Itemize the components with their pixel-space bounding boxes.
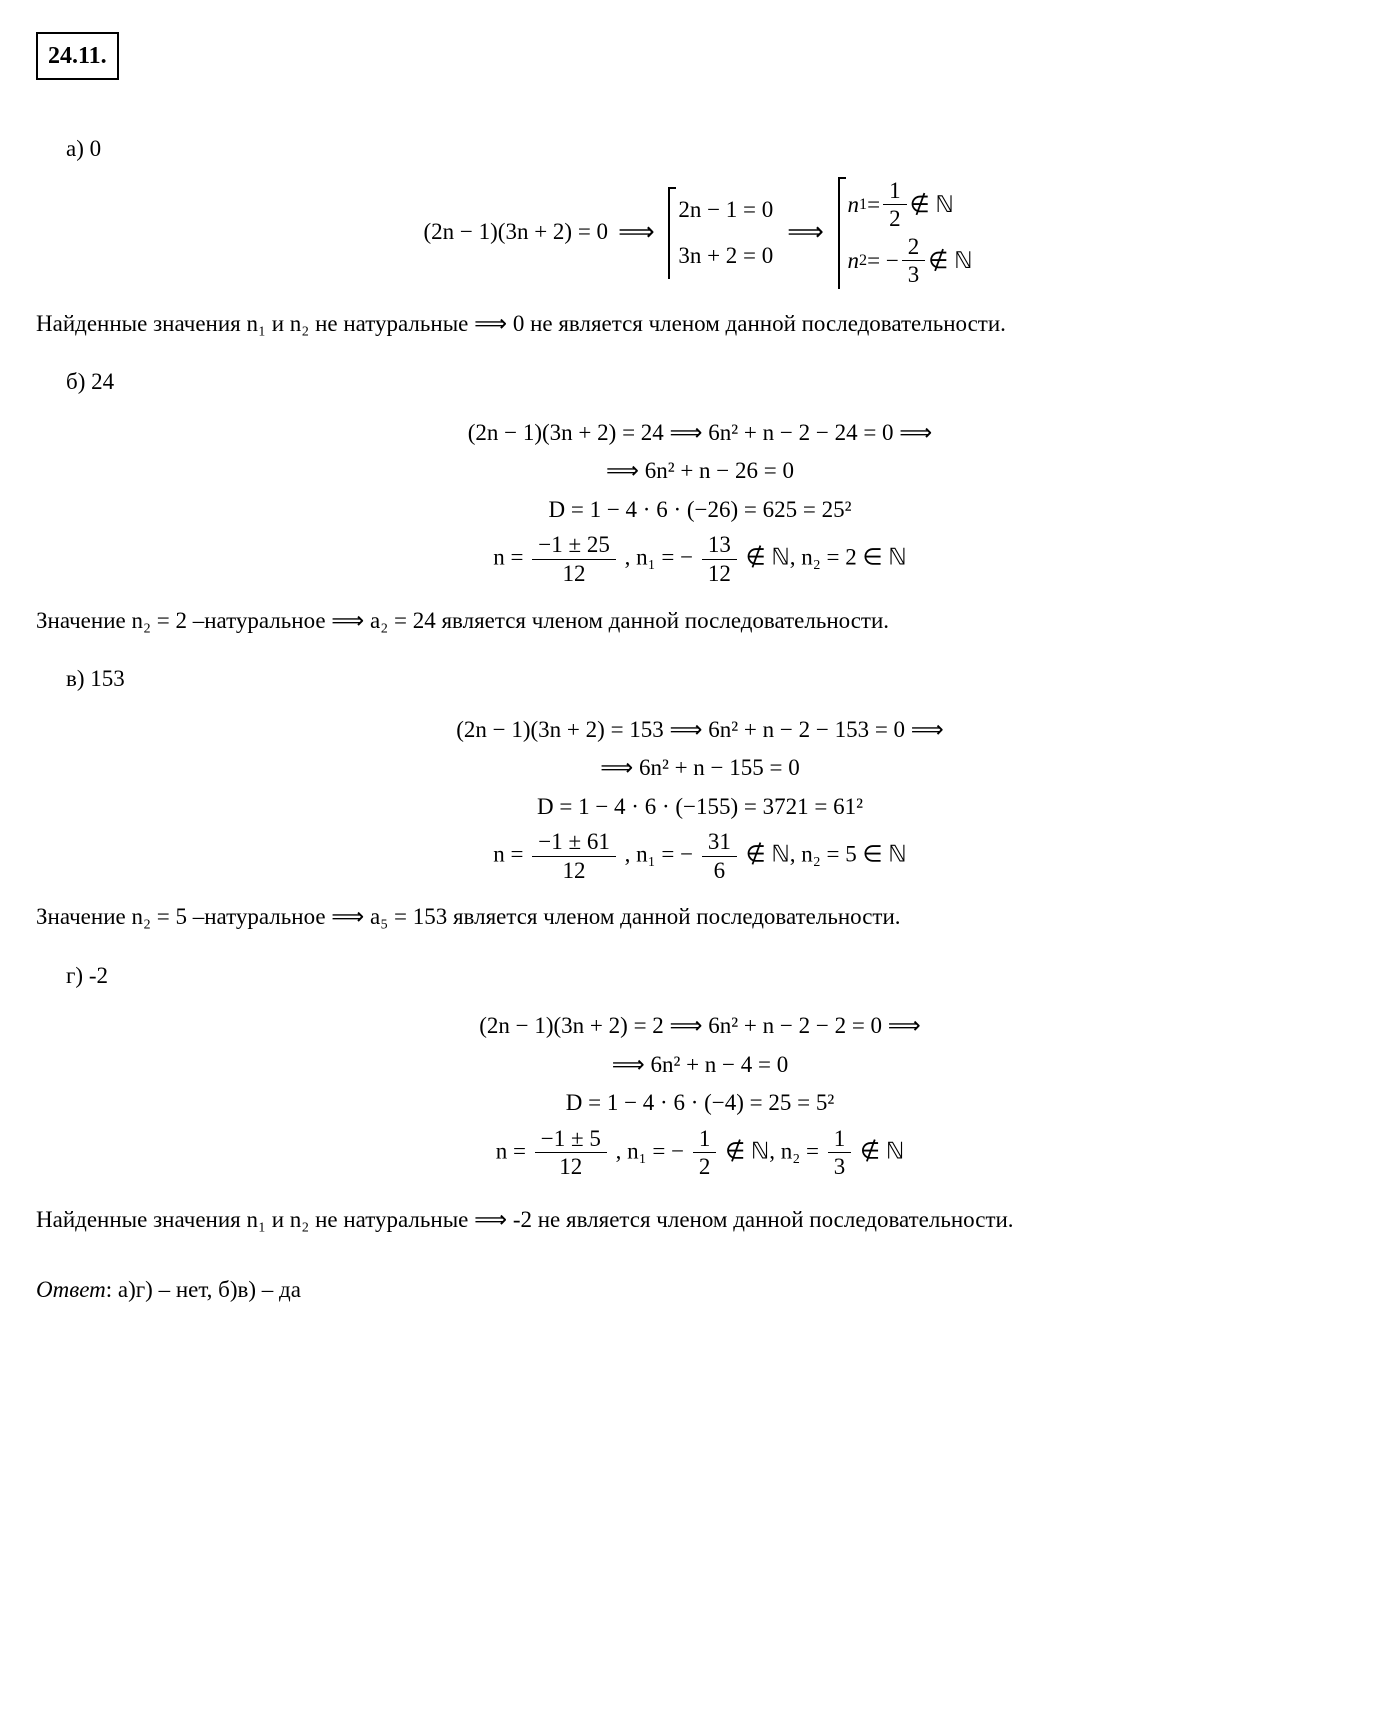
solution-1: n1 = 12 ∉ ℕ (848, 177, 954, 233)
sub1: 1 (859, 189, 867, 221)
part-b-explanation: Значение n₂ = 2 –натуральное ⟹ a₂ = 24 я… (36, 604, 1364, 639)
part-a-equation: (2n − 1)(3n + 2) = 0 ⟹ 2n − 1 = 0 3n + 2… (36, 177, 1364, 289)
solution-2: n2 = − 23 ∉ ℕ (848, 233, 973, 289)
part-b-math: (2n − 1)(3n + 2) = 24 ⟹ 6n² + n − 2 − 24… (36, 416, 1364, 588)
part-d-explanation: Найденные значения n₁ и n₂ не натуральны… (36, 1203, 1364, 1238)
lhs-expression: (2n − 1)(3n + 2) = 0 (424, 215, 609, 250)
system1-eq1: 2n − 1 = 0 (678, 187, 773, 233)
implies-symbol: ⟹ (618, 214, 654, 252)
var-n2: n (848, 238, 860, 284)
frac-den: 6 (702, 857, 737, 885)
part-a-explanation: Найденные значения n₁ и n₂ не натуральны… (36, 307, 1364, 342)
part-d-math: (2n − 1)(3n + 2) = 2 ⟹ 6n² + n − 2 − 2 =… (36, 1009, 1364, 1181)
mid-text: , n₁ = − (625, 841, 693, 866)
frac-den: 3 (902, 261, 926, 289)
problem-number: 24.11. (36, 32, 119, 80)
mid-text: , n₁ = − (625, 545, 693, 570)
part-c-explanation: Значение n₂ = 5 –натуральное ⟹ a₅ = 153 … (36, 900, 1364, 935)
part-d-label: г) -2 (66, 959, 1364, 994)
frac-den: 12 (535, 1153, 607, 1181)
math-line-c1: (2n − 1)(3n + 2) = 153 ⟹ 6n² + n − 2 − 1… (36, 713, 1364, 748)
frac-num: 1 (693, 1125, 717, 1154)
prefix: n = (496, 1138, 532, 1163)
frac-num: 31 (702, 828, 737, 857)
math-line-d1: (2n − 1)(3n + 2) = 2 ⟹ 6n² + n − 2 − 2 =… (36, 1009, 1364, 1044)
notin-N: ∉ ℕ (928, 238, 972, 284)
prefix: n = (493, 841, 529, 866)
part-c-math: (2n − 1)(3n + 2) = 153 ⟹ 6n² + n − 2 − 1… (36, 713, 1364, 885)
mid-text-2: ∉ ℕ, n₂ = (725, 1138, 825, 1163)
notin-N: ∉ ℕ (910, 182, 954, 228)
math-line-b1: (2n − 1)(3n + 2) = 24 ⟹ 6n² + n − 2 − 24… (36, 416, 1364, 451)
math-line-c3: D = 1 − 4 · 6 · (−155) = 3721 = 61² (36, 790, 1364, 825)
var-n1: n (848, 182, 860, 228)
suffix: ∉ ℕ, n₂ = 5 ∈ ℕ (746, 841, 907, 866)
math-line-b2: ⟹ 6n² + n − 26 = 0 (36, 454, 1364, 489)
implies-symbol: ⟹ (787, 214, 823, 252)
frac-num: 1 (828, 1125, 852, 1154)
equation-system-2: n1 = 12 ∉ ℕ n2 = − 23 ∉ ℕ (838, 177, 973, 289)
frac-num: −1 ± 5 (535, 1125, 607, 1154)
frac-num: 2 (902, 233, 926, 262)
answer-text: : а)г) – нет, б)в) – да (106, 1277, 301, 1302)
answer-label: Ответ (36, 1277, 106, 1302)
suffix: ∉ ℕ (860, 1138, 904, 1163)
frac-den: 2 (883, 205, 907, 233)
frac-den: 12 (532, 560, 616, 588)
system1-eq2: 3n + 2 = 0 (678, 233, 773, 279)
final-answer: Ответ: а)г) – нет, б)в) – да (36, 1273, 1364, 1308)
math-line-b3: D = 1 − 4 · 6 · (−26) = 625 = 25² (36, 493, 1364, 528)
part-b-label: б) 24 (66, 365, 1364, 400)
eq-sign: = − (867, 238, 899, 284)
frac-den: 3 (828, 1153, 852, 1181)
prefix: n = (493, 545, 529, 570)
suffix: ∉ ℕ, n₂ = 2 ∈ ℕ (746, 545, 907, 570)
math-line-d2: ⟹ 6n² + n − 4 = 0 (36, 1048, 1364, 1083)
math-line-d4: n = −1 ± 512 , n₁ = − 12 ∉ ℕ, n₂ = 13 ∉ … (36, 1125, 1364, 1181)
part-a-label: а) 0 (66, 132, 1364, 167)
eq-sign: = (867, 182, 880, 228)
frac-num: 1 (883, 177, 907, 206)
sub2: 2 (859, 245, 867, 277)
frac-num: −1 ± 61 (532, 828, 616, 857)
frac-den: 12 (702, 560, 737, 588)
frac-num: −1 ± 25 (532, 531, 616, 560)
equation-system-1: 2n − 1 = 0 3n + 2 = 0 (668, 187, 773, 279)
part-c-label: в) 153 (66, 662, 1364, 697)
math-line-c4: n = −1 ± 6112 , n₁ = − 316 ∉ ℕ, n₂ = 5 ∈… (36, 828, 1364, 884)
frac-den: 2 (693, 1153, 717, 1181)
math-line-b4: n = −1 ± 2512 , n₁ = − 1312 ∉ ℕ, n₂ = 2 … (36, 531, 1364, 587)
frac-num: 13 (702, 531, 737, 560)
mid-text: , n₁ = − (616, 1138, 684, 1163)
math-line-d3: D = 1 − 4 · 6 · (−4) = 25 = 5² (36, 1086, 1364, 1121)
math-line-c2: ⟹ 6n² + n − 155 = 0 (36, 751, 1364, 786)
frac-den: 12 (532, 857, 616, 885)
